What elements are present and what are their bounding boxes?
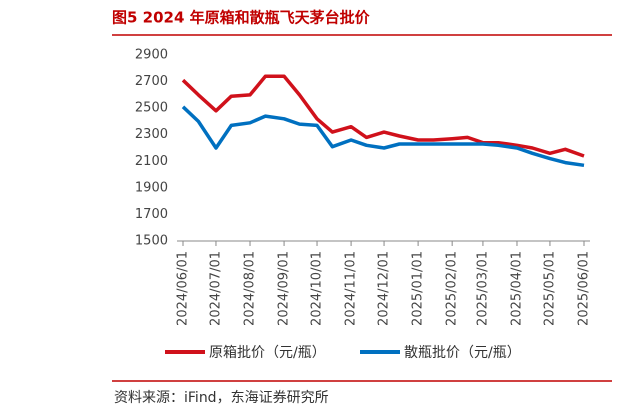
x-tick-label: 2025/01/01 [411,251,426,326]
y-tick-label: 1900 [135,180,168,195]
x-tick-label: 2024/10/01 [310,251,325,326]
x-tick-label: 2025/02/01 [445,251,460,326]
x-tick-label: 2024/06/01 [176,251,191,326]
legend-label: 散瓶批价（元/瓶） [404,345,521,361]
series-line [181,105,585,168]
y-tick-label: 1700 [135,207,168,222]
series-line [181,74,585,158]
x-tick-label: 2024/09/01 [277,251,292,326]
y-tick-label: 2900 [135,48,168,63]
y-tick-label: 2700 [135,74,168,89]
x-tick-label: 2025/03/01 [475,251,490,326]
y-tick-label: 2100 [135,154,168,169]
y-tick-label: 1500 [135,234,168,249]
y-tick-label: 2300 [135,127,168,142]
x-tick-label: 2024/11/01 [344,251,359,326]
x-tick-label: 2025/06/01 [577,251,592,326]
x-tick-label: 2024/08/01 [243,251,258,326]
x-tick-label: 2025/04/01 [509,251,524,326]
legend-label: 原箱批价（元/瓶） [209,345,326,361]
x-tick-label: 2025/05/01 [542,251,557,326]
x-tick-label: 2024/07/01 [208,251,223,326]
x-tick-label: 2024/12/01 [377,251,392,326]
source: 资料来源：iFind，东海证券研究所 [114,390,329,406]
chart-title: 图5 2024 年原箱和散瓶飞天茅台批价 [112,9,371,27]
y-tick-label: 2500 [135,101,168,116]
